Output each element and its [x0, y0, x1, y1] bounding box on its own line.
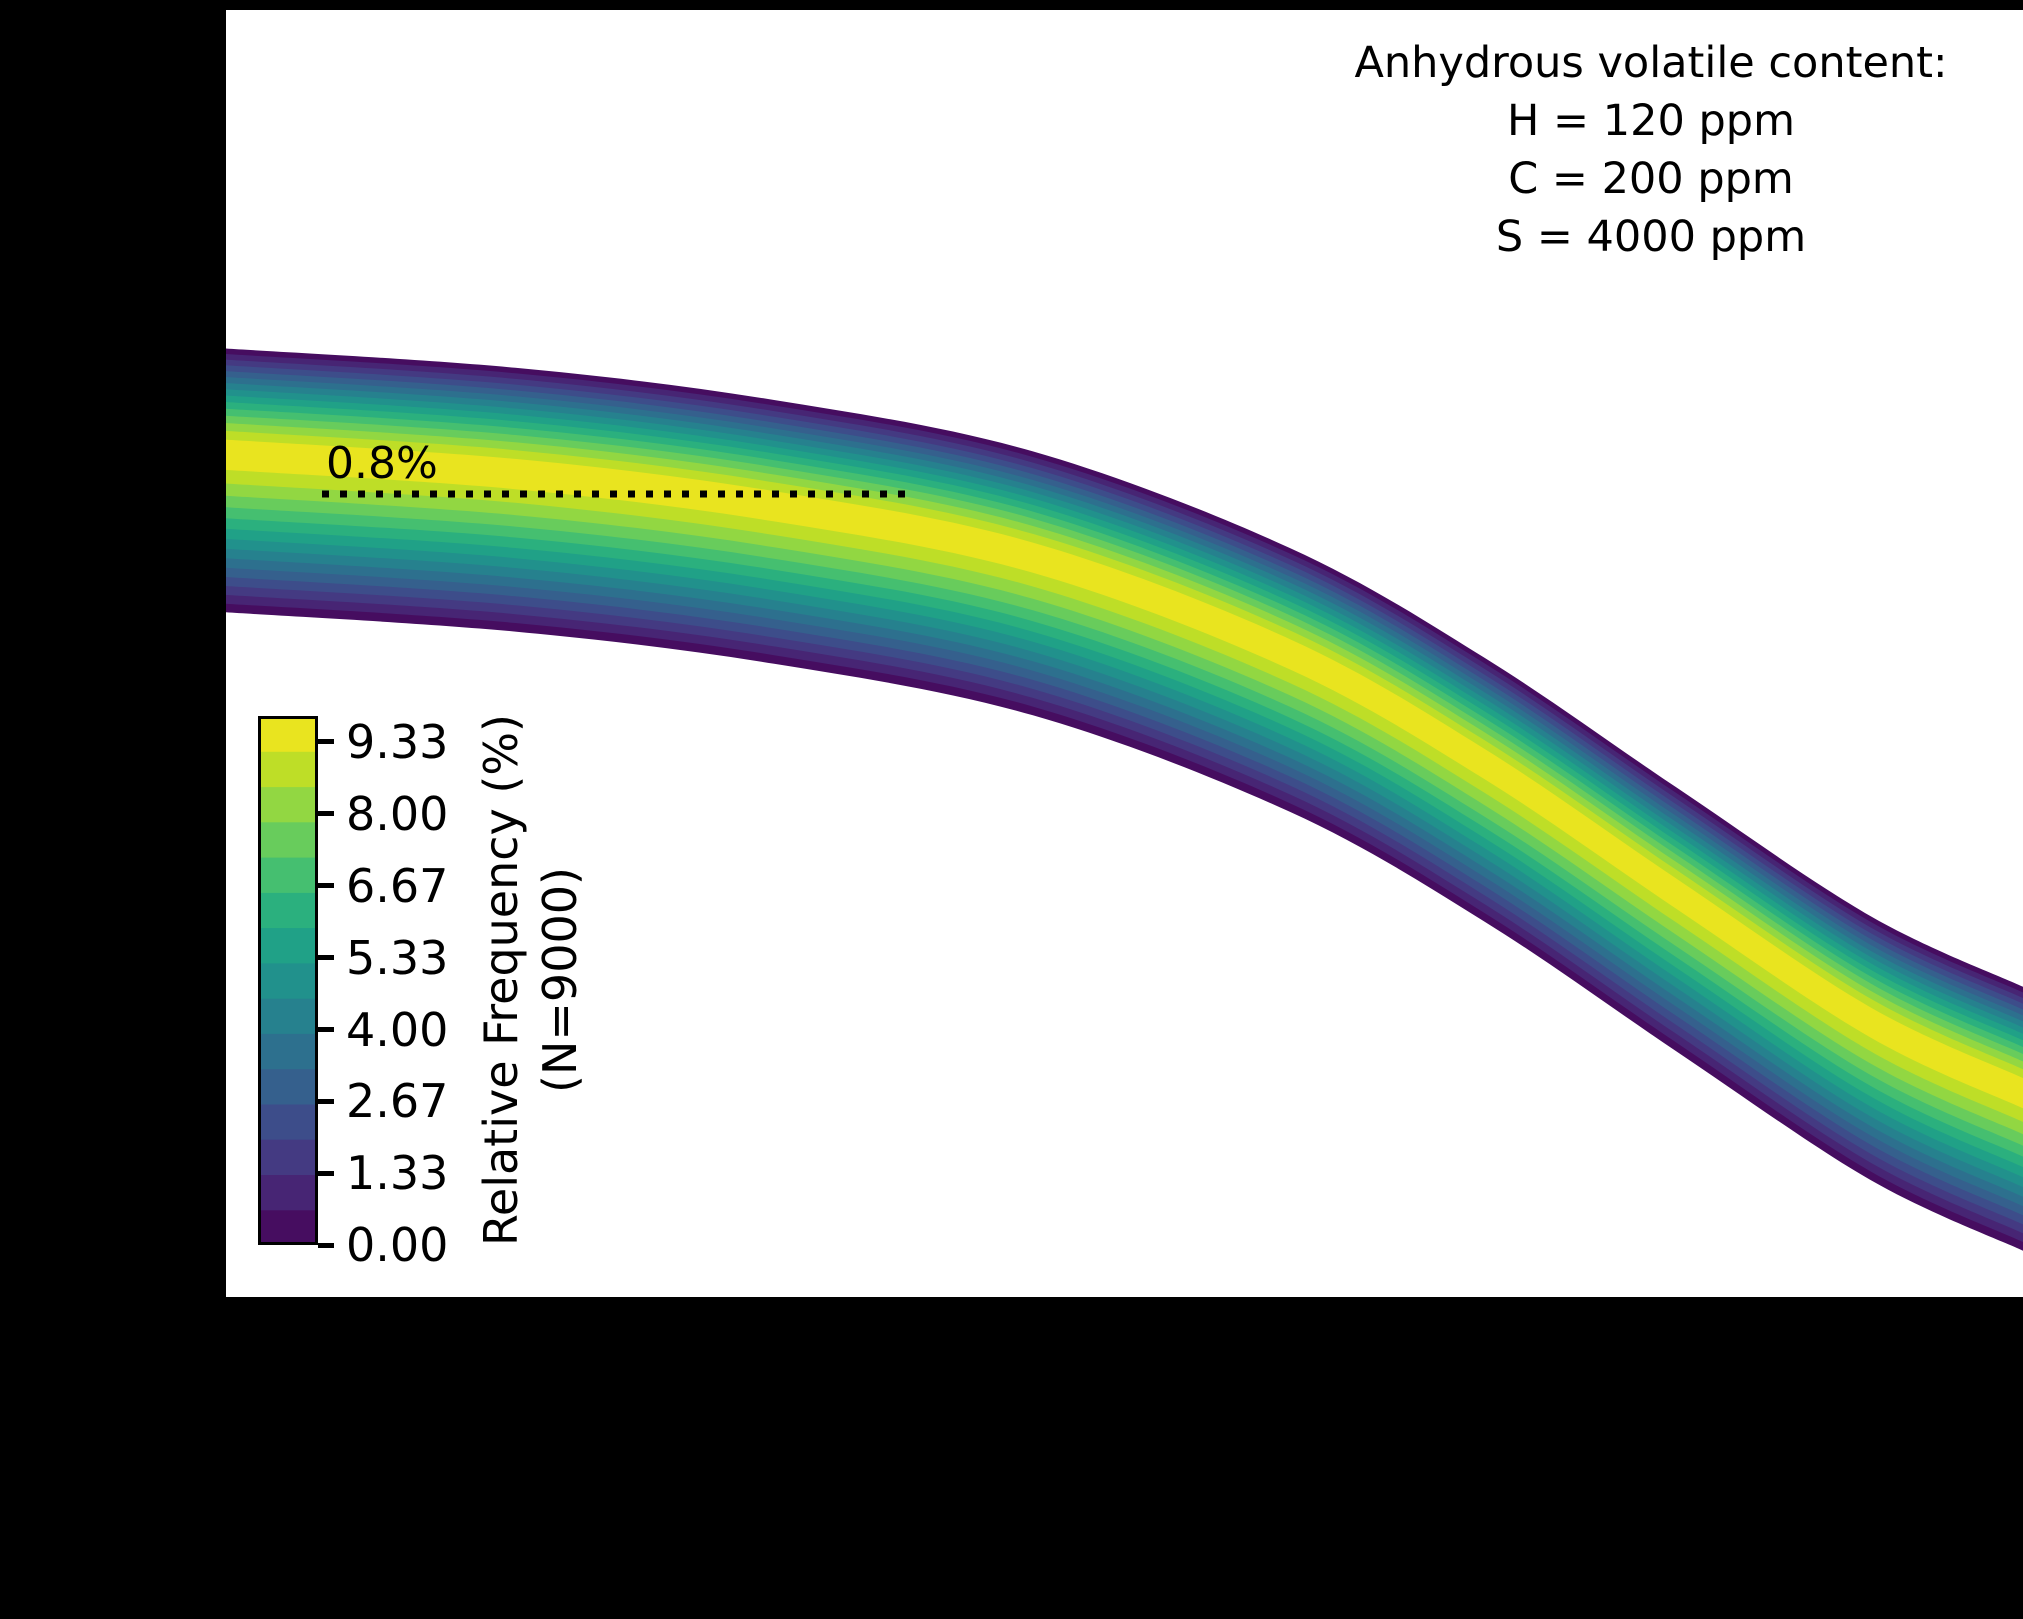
colorbar-tick-mark-icon — [318, 739, 334, 745]
colorbar-axis-label-line1: Relative Frequency (%) — [474, 714, 528, 1246]
annotation-line-c: C = 200 ppm — [1508, 154, 1794, 204]
colorbar-tick: 1.33 — [318, 1146, 448, 1200]
density-band — [226, 348, 2023, 1251]
colorbar-tick-mark-icon — [318, 1170, 334, 1176]
colorbar-tick: 0.00 — [318, 1218, 448, 1272]
colorbar-tick: 5.33 — [318, 931, 448, 985]
colorbar-tick-label: 1.33 — [346, 1146, 449, 1201]
colorbar-tick-label: 9.33 — [346, 714, 449, 769]
colorbar-tick: 2.67 — [318, 1074, 448, 1128]
colorbar-gradient — [258, 716, 318, 1245]
colorbar-tick-label: 8.00 — [346, 786, 449, 841]
colorbar-tick-label: 6.67 — [346, 858, 449, 913]
colorbar-tick: 6.67 — [318, 859, 448, 913]
colorbar-tick-mark-icon — [318, 1027, 334, 1032]
colorbar-axis-label: Relative Frequency (%) (N=9000) — [472, 670, 590, 1290]
colorbar-tick-mark-icon — [318, 883, 334, 889]
colorbar-tick-mark-icon — [318, 811, 334, 817]
colorbar-ticks: 9.33 8.00 6.67 5.33 4.00 2.67 — [318, 715, 578, 1272]
colorbar-tick-mark-icon — [318, 955, 334, 961]
colorbar-tick: 8.00 — [318, 787, 448, 841]
colorbar-tick: 4.00 — [318, 1003, 448, 1057]
colorbar-tick-label: 4.00 — [346, 1002, 449, 1057]
colorbar-tick-label: 2.67 — [346, 1074, 449, 1129]
colorbar-tick-label: 0.00 — [346, 1218, 449, 1273]
colorbar-tick-mark-icon — [318, 1098, 334, 1104]
colorbar-tick-label: 5.33 — [346, 930, 449, 985]
colorbar-axis-label-line2: (N=9000) — [533, 867, 587, 1093]
colorbar-tick-mark-icon — [318, 1242, 334, 1248]
annotation-title: Anhydrous volatile content: — [1354, 38, 1948, 88]
annotation-line-h: H = 120 ppm — [1507, 96, 1795, 146]
colorbar-tick: 9.33 — [318, 715, 448, 769]
threshold-dotted-line — [322, 490, 907, 498]
annotation-line-s: S = 4000 ppm — [1495, 212, 1807, 262]
annotation-volatile-content: Anhydrous volatile content: H = 120 ppm … — [1226, 34, 2023, 266]
threshold-label: 0.8% — [326, 438, 438, 489]
colorbar — [258, 716, 318, 1245]
plot-area: Anhydrous volatile content: H = 120 ppm … — [226, 10, 2023, 1297]
